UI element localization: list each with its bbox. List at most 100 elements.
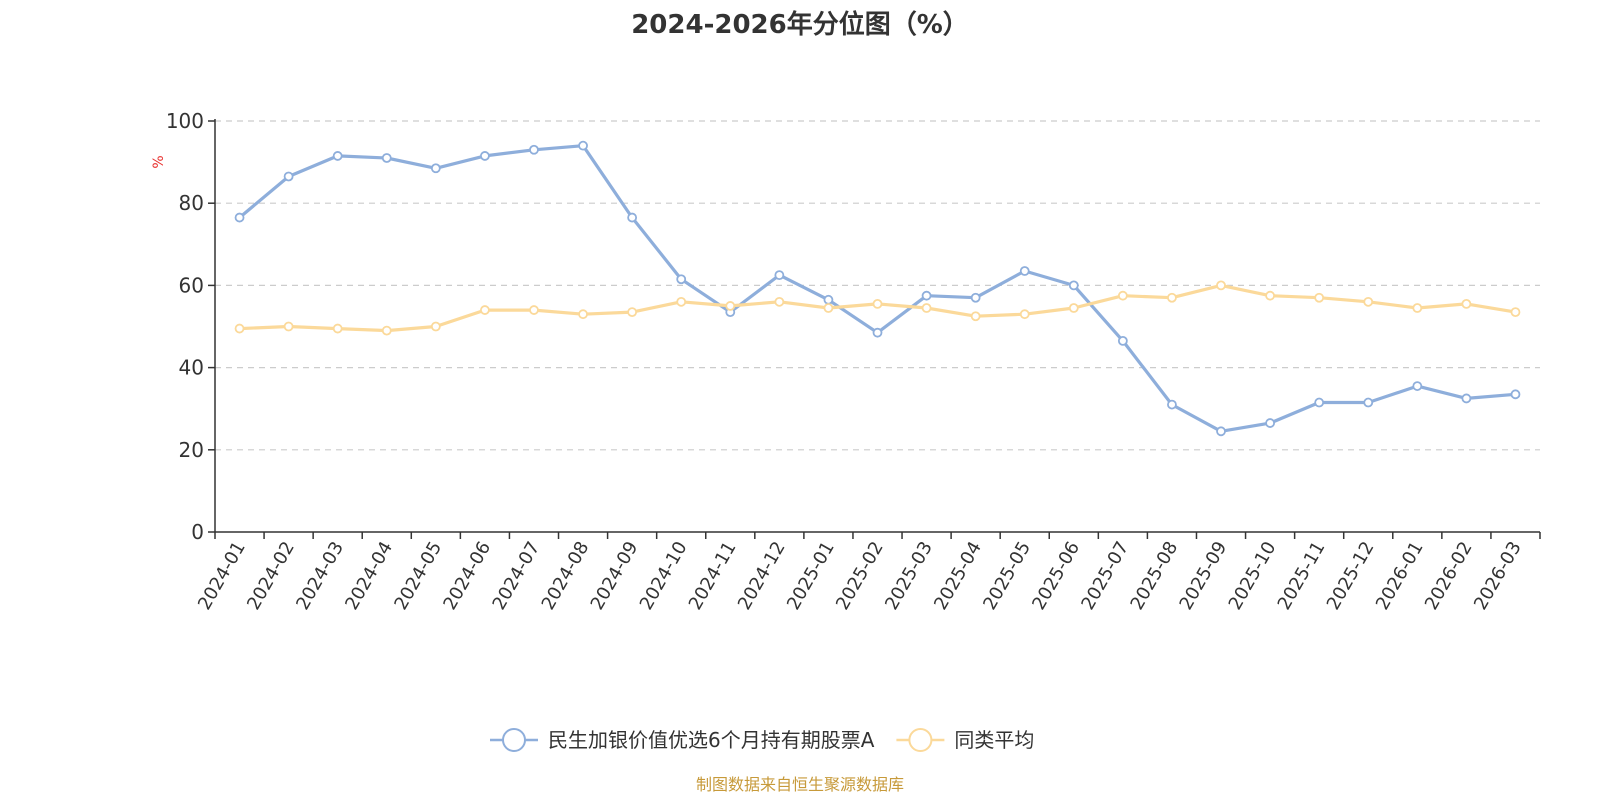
series-1-point [676,274,687,285]
series-2-point [1412,303,1423,313]
grid-layer [215,120,1540,451]
series-1-point [1510,389,1521,400]
series-2-point [1167,292,1177,303]
x-tick-label: 2025-01 [783,538,839,614]
series-2-point [578,309,588,320]
x-tick-label: 2024-12 [734,538,790,614]
x-tick-label: 2024-02 [243,538,299,614]
series-2-point [1363,296,1374,307]
x-tick-label: 2025-05 [979,538,1035,614]
x-tick-label: 2025-06 [1028,538,1084,614]
legend-swatch-marker [502,728,526,752]
series-2-point [1068,303,1079,313]
series-2-point [872,298,883,309]
y-tick-label: 80 [179,191,204,215]
legend-swatch-marker [908,728,933,752]
y-axis-unit-label: % [151,155,167,168]
series-2-point [332,323,343,334]
x-tick-label: 2024-04 [341,538,397,614]
x-tick-label: 2025-12 [1323,538,1379,614]
x-tick-label: 2025-09 [1176,538,1232,614]
y-tick-label: 60 [179,273,204,297]
series-2-point [430,321,441,332]
series-layer [234,140,1521,437]
series-1-point [1314,397,1325,408]
series-2-point [1216,280,1226,291]
series-1-point [1461,393,1472,404]
series-1-point [529,144,539,155]
x-tick-label: 2025-10 [1225,538,1281,614]
y-tick-label: 20 [179,438,204,462]
series-1-point [1068,280,1079,291]
x-tick-label: 2025-11 [1274,538,1330,614]
series-1-point [480,151,490,161]
axis-layer: 0 20 40 60 80 100 2024-012024-022024-032024-04… [166,109,1541,614]
x-tick-label: 2026-03 [1470,538,1526,614]
series-2-point [823,303,834,313]
x-tick-label: 2024-09 [587,538,643,614]
x-tick-label: 2025-08 [1126,538,1182,614]
legend-item-2: 同类平均 [896,728,1034,752]
series-1-point [627,212,638,223]
series-2-point [1265,290,1275,301]
series-2-point [1117,290,1128,301]
x-tick-label: 2025-02 [832,538,888,614]
series-1-point [1019,266,1030,276]
y-tick-label: 0 [191,520,204,544]
series-1-point [381,153,392,163]
x-tick-label: 2025-07 [1077,538,1133,614]
x-tick-label: 2025-03 [881,538,937,614]
series-2-point [480,305,490,315]
legend-label: 同类平均 [954,728,1034,752]
series-2 [234,280,1521,336]
series-1 [234,140,1521,437]
series-1-point [578,140,588,151]
series-1-point [823,294,834,305]
x-tick-label: 2024-06 [439,538,495,614]
series-2-point [283,321,294,332]
legend-item-1: 民生加银价值优选6个月持有期股票A [490,728,875,752]
series-2-point [529,305,539,315]
series-2-point [676,296,687,307]
legend: 民生加银价值优选6个月持有期股票A 同类平均 [490,728,1034,752]
x-tick-label: 2024-01 [194,538,250,614]
chart-title: 2024-2026年分位图（%） [631,9,969,40]
series-2-point [234,323,245,334]
series-2-point [1510,307,1521,318]
series-2-point [921,303,932,313]
series-1-point [1167,399,1177,410]
series-2-point [627,307,638,318]
series-1-point [1363,397,1374,408]
series-2-point [970,311,981,322]
series-1-point [234,212,245,223]
series-1-point [921,290,932,301]
data-source-note: 制图数据来自恒生聚源数据库 [696,775,904,794]
series-1-point [970,292,981,303]
series-2-point [381,325,392,336]
y-tick-label: 40 [179,356,204,380]
series-2-point [1461,298,1472,309]
x-tick-label: 2024-03 [292,538,348,614]
x-tick-label: 2024-07 [489,538,545,614]
x-tick-label: 2026-02 [1421,538,1477,614]
series-1-point [1265,418,1275,428]
series-1-point [283,171,294,182]
series-1-point [1216,426,1226,437]
x-tick-label: 2024-10 [636,538,692,614]
series-1-line [238,144,1516,433]
x-tick-label: 2024-08 [538,538,594,614]
series-1-point [872,327,883,338]
series-2-point [1314,292,1325,303]
x-tick-label: 2025-04 [930,538,986,614]
series-1-point [1117,335,1128,346]
y-tick-label: 100 [166,109,204,133]
series-2-point [1019,309,1030,320]
x-tick-label: 2024-05 [390,538,446,614]
series-1-point [430,163,441,174]
series-2-point [725,301,736,311]
series-1-point [1412,381,1423,391]
series-2-point [774,296,785,307]
series-1-point [332,151,343,161]
x-tick-label: 2026-01 [1372,538,1428,614]
